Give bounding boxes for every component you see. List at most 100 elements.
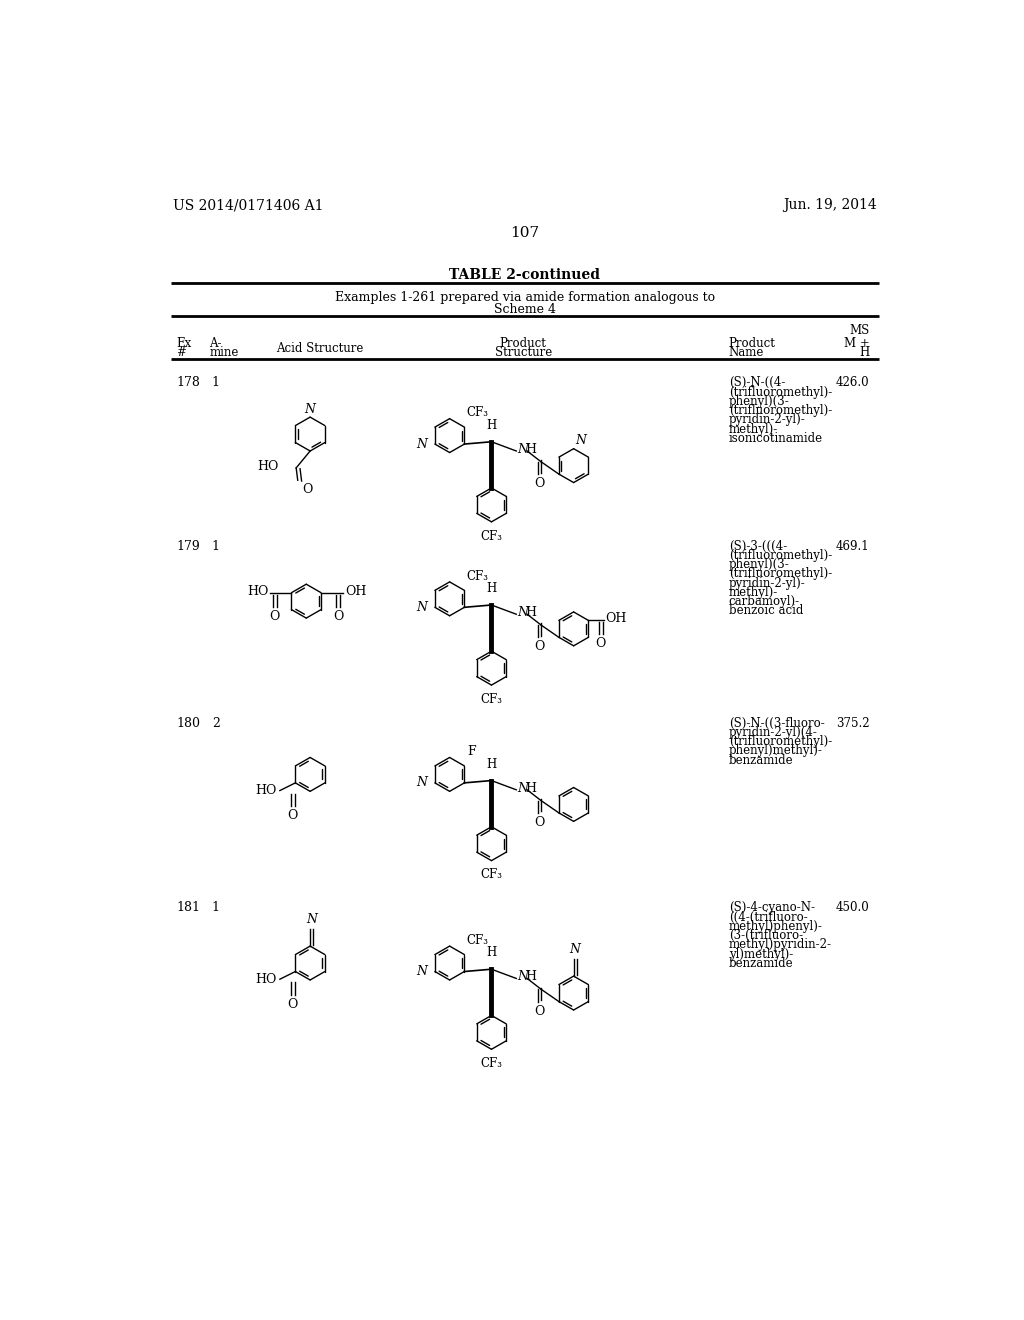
Text: O: O <box>269 610 280 623</box>
Text: HO: HO <box>255 784 276 797</box>
Text: pyridin-2-yl)(4-: pyridin-2-yl)(4- <box>729 726 817 739</box>
Text: O: O <box>596 638 606 651</box>
Text: H: H <box>486 758 497 771</box>
Text: N: N <box>416 776 427 789</box>
Text: N: N <box>569 942 581 956</box>
Text: #: # <box>176 346 186 359</box>
Text: CF₃: CF₃ <box>480 529 503 543</box>
Text: O: O <box>535 816 545 829</box>
Text: benzoic acid: benzoic acid <box>729 605 803 618</box>
Text: H: H <box>524 781 536 795</box>
Text: (trifluoromethyl)-: (trifluoromethyl)- <box>729 385 831 399</box>
Text: Name: Name <box>729 346 764 359</box>
Text: N: N <box>517 970 528 983</box>
Text: CF₃: CF₃ <box>466 407 488 420</box>
Text: Examples 1-261 prepared via amide formation analogous to: Examples 1-261 prepared via amide format… <box>335 290 715 304</box>
Text: CF₃: CF₃ <box>480 869 503 882</box>
Text: (S)-N-((4-: (S)-N-((4- <box>729 376 785 389</box>
Text: N: N <box>517 606 528 619</box>
Text: (trifluoromethyl)-: (trifluoromethyl)- <box>729 735 831 748</box>
Text: phenyl)(3-: phenyl)(3- <box>729 558 790 572</box>
Text: H: H <box>486 418 497 432</box>
Text: Acid Structure: Acid Structure <box>276 342 364 355</box>
Text: N: N <box>306 913 317 927</box>
Text: pyridin-2-yl)-: pyridin-2-yl)- <box>729 413 805 426</box>
Text: O: O <box>333 610 343 623</box>
Text: 375.2: 375.2 <box>836 717 869 730</box>
Text: 426.0: 426.0 <box>836 376 869 389</box>
Text: (S)-N-((3-fluoro-: (S)-N-((3-fluoro- <box>729 717 824 730</box>
Text: Product: Product <box>500 337 547 350</box>
Text: H: H <box>486 582 497 595</box>
Text: mine: mine <box>209 346 239 359</box>
Text: M +: M + <box>844 337 869 350</box>
Text: A-: A- <box>209 337 222 350</box>
Text: 179: 179 <box>176 540 200 553</box>
Text: Product: Product <box>729 337 775 350</box>
Text: OH: OH <box>605 612 627 626</box>
Text: O: O <box>535 478 545 490</box>
Text: MS: MS <box>850 323 869 337</box>
Text: carbamoyl)-: carbamoyl)- <box>729 595 800 609</box>
Text: 469.1: 469.1 <box>836 540 869 553</box>
Text: phenyl)(3-: phenyl)(3- <box>729 395 790 408</box>
Text: O: O <box>302 483 312 496</box>
Text: O: O <box>287 998 297 1011</box>
Text: 180: 180 <box>176 717 200 730</box>
Text: OH: OH <box>345 585 367 598</box>
Text: O: O <box>535 1005 545 1018</box>
Text: yl)methyl)-: yl)methyl)- <box>729 948 793 961</box>
Text: O: O <box>287 809 297 822</box>
Text: benzamide: benzamide <box>729 754 794 767</box>
Text: pyridin-2-yl)-: pyridin-2-yl)- <box>729 577 805 590</box>
Text: Ex: Ex <box>176 337 191 350</box>
Text: 1: 1 <box>212 376 220 389</box>
Text: O: O <box>535 640 545 653</box>
Text: 1: 1 <box>212 540 220 553</box>
Text: HO: HO <box>258 459 280 473</box>
Text: HO: HO <box>255 973 276 986</box>
Text: 181: 181 <box>176 902 200 915</box>
Text: phenyl)methyl)-: phenyl)methyl)- <box>729 744 822 758</box>
Text: N: N <box>575 434 586 447</box>
Text: Scheme 4: Scheme 4 <box>494 304 556 317</box>
Text: H: H <box>859 346 869 359</box>
Text: F: F <box>468 746 476 758</box>
Text: methyl)pyridin-2-: methyl)pyridin-2- <box>729 939 831 952</box>
Text: N: N <box>416 965 427 978</box>
Text: N: N <box>416 437 427 450</box>
Text: methyl)-: methyl)- <box>729 422 778 436</box>
Text: 1: 1 <box>212 902 220 915</box>
Text: 450.0: 450.0 <box>836 902 869 915</box>
Text: Jun. 19, 2014: Jun. 19, 2014 <box>783 198 877 213</box>
Text: HO: HO <box>247 585 268 598</box>
Text: methyl)phenyl)-: methyl)phenyl)- <box>729 920 822 933</box>
Text: (trifluoromethyl)-: (trifluoromethyl)- <box>729 404 831 417</box>
Text: (3-(trifluoro-: (3-(trifluoro- <box>729 929 803 942</box>
Text: TABLE 2-continued: TABLE 2-continued <box>450 268 600 281</box>
Text: 178: 178 <box>176 376 200 389</box>
Text: N: N <box>304 403 315 416</box>
Text: benzamide: benzamide <box>729 957 794 970</box>
Text: CF₃: CF₃ <box>480 1057 503 1071</box>
Text: isonicotinamide: isonicotinamide <box>729 432 822 445</box>
Text: H: H <box>486 946 497 960</box>
Text: Structure: Structure <box>495 346 552 359</box>
Text: (trifluoromethyl)-: (trifluoromethyl)- <box>729 568 831 581</box>
Text: CF₃: CF₃ <box>480 693 503 706</box>
Text: 107: 107 <box>510 226 540 240</box>
Text: CF₃: CF₃ <box>466 933 488 946</box>
Text: H: H <box>524 970 536 983</box>
Text: CF₃: CF₃ <box>466 570 488 582</box>
Text: 2: 2 <box>212 717 219 730</box>
Text: N: N <box>517 781 528 795</box>
Text: N: N <box>517 444 528 455</box>
Text: US 2014/0171406 A1: US 2014/0171406 A1 <box>173 198 324 213</box>
Text: (trifluoromethyl)-: (trifluoromethyl)- <box>729 549 831 562</box>
Text: H: H <box>524 606 536 619</box>
Text: N: N <box>416 601 427 614</box>
Text: (S)-3-(((4-: (S)-3-(((4- <box>729 540 786 553</box>
Text: (S)-4-cyano-N-: (S)-4-cyano-N- <box>729 902 815 915</box>
Text: ((4-(trifluoro-: ((4-(trifluoro- <box>729 911 807 924</box>
Text: H: H <box>524 444 536 455</box>
